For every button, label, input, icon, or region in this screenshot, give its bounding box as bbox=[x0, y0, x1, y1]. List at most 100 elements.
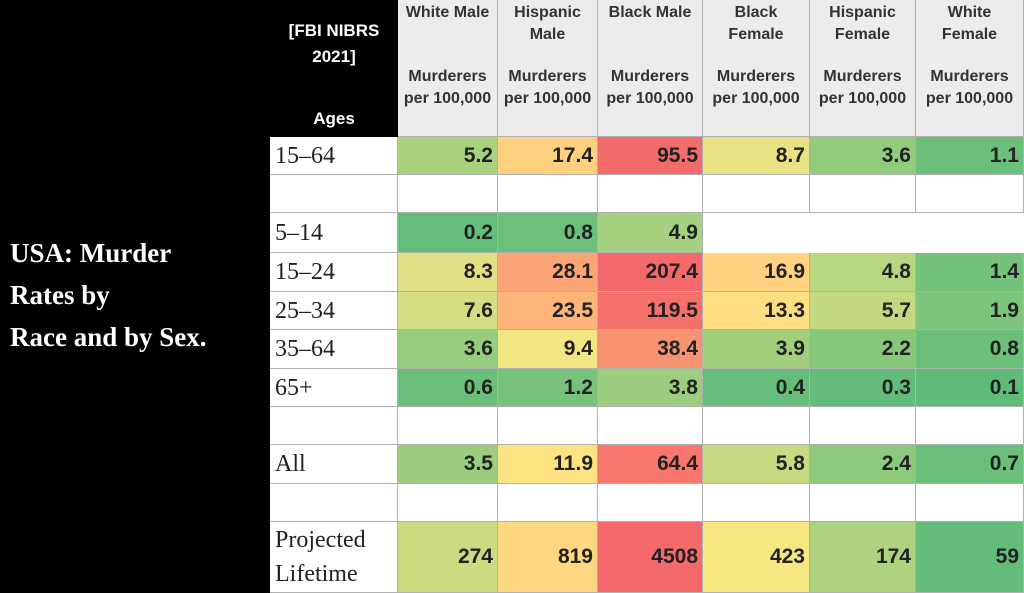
row-label: Projected Lifetime bbox=[270, 522, 398, 593]
value-cell: 274 bbox=[398, 522, 498, 593]
value-cell: 4.8 bbox=[810, 253, 916, 292]
row-header: Ages bbox=[313, 109, 355, 128]
value-cell: 11.9 bbox=[498, 445, 598, 484]
value-cell: 0.3 bbox=[810, 369, 916, 407]
blank-cell bbox=[703, 407, 810, 445]
title-line: Race and by Sex. bbox=[10, 322, 207, 352]
blank-cell bbox=[810, 175, 916, 213]
column-header: White Male Murderers per 100,000 bbox=[398, 0, 498, 137]
value-cell: 16.9 bbox=[703, 253, 810, 292]
blank-cell bbox=[498, 175, 598, 213]
value-cell: 1.4 bbox=[916, 253, 1024, 292]
empty-cell bbox=[916, 213, 1024, 253]
value-cell: 1.2 bbox=[498, 369, 598, 407]
value-cell: 95.5 bbox=[598, 137, 703, 175]
blank-cell bbox=[598, 175, 703, 213]
value-cell: 7.6 bbox=[398, 292, 498, 330]
row-label: 25–34 bbox=[270, 292, 398, 330]
value-cell: 1.1 bbox=[916, 137, 1024, 175]
blank-cell bbox=[916, 484, 1024, 522]
value-cell: 0.7 bbox=[916, 445, 1024, 484]
column-group: Black Male bbox=[608, 4, 692, 21]
blank-cell bbox=[810, 484, 916, 522]
column-measure: Murderers per 100,000 bbox=[925, 68, 1014, 107]
blank-cell bbox=[398, 484, 498, 522]
value-cell: 0.4 bbox=[703, 369, 810, 407]
value-cell: 4.9 bbox=[598, 213, 703, 253]
column-group: White Female bbox=[941, 4, 998, 43]
value-cell: 2.4 bbox=[810, 445, 916, 484]
value-cell: 3.6 bbox=[810, 137, 916, 175]
column-measure: Murderers per 100,000 bbox=[503, 68, 592, 107]
value-cell: 8.7 bbox=[703, 137, 810, 175]
title-line: USA: Murder bbox=[10, 238, 172, 268]
blank-cell bbox=[498, 407, 598, 445]
value-cell: 3.8 bbox=[598, 369, 703, 407]
value-cell: 59 bbox=[916, 522, 1024, 593]
row-label: 65+ bbox=[270, 369, 398, 407]
value-cell: 5.2 bbox=[398, 137, 498, 175]
value-cell: 0.8 bbox=[498, 213, 598, 253]
value-cell: 3.9 bbox=[703, 330, 810, 369]
row-label: 35–64 bbox=[270, 330, 398, 369]
row-label: 5–14 bbox=[270, 213, 398, 253]
blank-cell bbox=[270, 407, 398, 445]
blank-cell bbox=[916, 407, 1024, 445]
title-line: Rates by bbox=[10, 280, 110, 310]
source: [FBI NIBRS 2021] bbox=[288, 21, 380, 66]
blank-cell bbox=[703, 484, 810, 522]
blank-cell bbox=[703, 175, 810, 213]
value-cell: 0.1 bbox=[916, 369, 1024, 407]
column-measure: Murderers per 100,000 bbox=[818, 68, 907, 107]
value-cell: 3.6 bbox=[398, 330, 498, 369]
blank-cell bbox=[270, 175, 398, 213]
blank-cell bbox=[398, 407, 498, 445]
blank-cell bbox=[810, 407, 916, 445]
value-cell: 0.2 bbox=[398, 213, 498, 253]
column-header: Black Male Murderers per 100,000 bbox=[598, 0, 703, 137]
column-group: Black Female bbox=[728, 4, 784, 43]
value-cell: 5.8 bbox=[703, 445, 810, 484]
value-cell: 5.7 bbox=[810, 292, 916, 330]
column-group: White Male bbox=[405, 4, 490, 21]
value-cell: 2.2 bbox=[810, 330, 916, 369]
value-cell: 64.4 bbox=[598, 445, 703, 484]
value-cell: 8.3 bbox=[398, 253, 498, 292]
value-cell: 119.5 bbox=[598, 292, 703, 330]
column-measure: Murderers per 100,000 bbox=[712, 68, 800, 107]
value-cell: 207.4 bbox=[598, 253, 703, 292]
value-cell: 9.4 bbox=[498, 330, 598, 369]
value-cell: 819 bbox=[498, 522, 598, 593]
row-label: All bbox=[270, 445, 398, 484]
value-cell: 423 bbox=[703, 522, 810, 593]
value-cell: 23.5 bbox=[498, 292, 598, 330]
value-cell: 174 bbox=[810, 522, 916, 593]
column-group: Hispanic Male bbox=[514, 4, 581, 43]
value-cell: 28.1 bbox=[498, 253, 598, 292]
column-measure: Murderers per 100,000 bbox=[403, 68, 492, 107]
value-cell: 4508 bbox=[598, 522, 703, 593]
value-cell: 3.5 bbox=[398, 445, 498, 484]
column-header: Hispanic Female Murderers per 100,000 bbox=[810, 0, 916, 137]
blank-cell bbox=[398, 175, 498, 213]
row-label: 15–64 bbox=[270, 137, 398, 175]
blank-cell bbox=[598, 407, 703, 445]
column-header: Black Female Murderers per 100,000 bbox=[703, 0, 810, 137]
value-cell: 17.4 bbox=[498, 137, 598, 175]
blank-cell bbox=[598, 484, 703, 522]
column-header: Hispanic Male Murderers per 100,000 bbox=[498, 0, 598, 137]
column-header: White Female Murderers per 100,000 bbox=[916, 0, 1024, 137]
row-label: 15–24 bbox=[270, 253, 398, 292]
column-group: Hispanic Female bbox=[829, 4, 896, 43]
value-cell: 38.4 bbox=[598, 330, 703, 369]
blank-cell bbox=[270, 484, 398, 522]
empty-cell bbox=[703, 213, 810, 253]
empty-cell bbox=[810, 213, 916, 253]
value-cell: 1.9 bbox=[916, 292, 1024, 330]
blank-cell bbox=[498, 484, 598, 522]
blank-cell bbox=[916, 175, 1024, 213]
value-cell: 0.8 bbox=[916, 330, 1024, 369]
value-cell: 13.3 bbox=[703, 292, 810, 330]
value-cell: 0.6 bbox=[398, 369, 498, 407]
